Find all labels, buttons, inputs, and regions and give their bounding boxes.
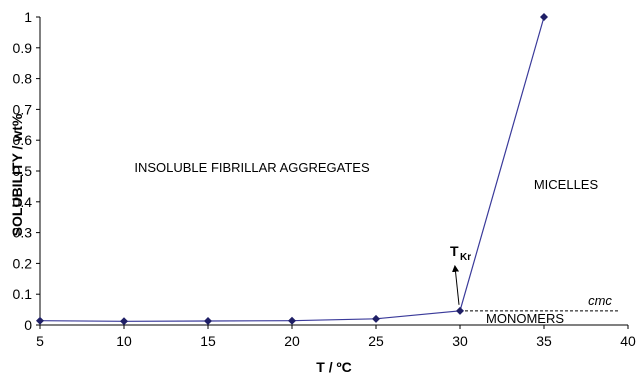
x-axis-title: T / ºC [316, 359, 351, 375]
y-tick-label: 0.1 [13, 286, 33, 302]
x-tick-label: 10 [116, 333, 132, 349]
x-axis-ticks: 5 10 15 20 25 30 35 40 [36, 325, 636, 349]
y-tick-label: 0 [24, 317, 32, 333]
x-tick-label: 20 [284, 333, 300, 349]
tkr-label-sub: Kr [460, 252, 471, 263]
x-tick-label: 30 [452, 333, 468, 349]
y-tick-label: 0.5 [13, 163, 33, 179]
data-point-marker [36, 316, 44, 325]
data-point-marker [456, 306, 464, 315]
data-point-marker [120, 317, 128, 326]
x-tick-label: 25 [368, 333, 384, 349]
y-axis-title: SOLUBILITY / wt% [9, 113, 25, 236]
data-point-marker [204, 316, 212, 325]
x-tick-label: 15 [200, 333, 216, 349]
tkr-label-main: T [450, 243, 459, 259]
region-label-insoluble: INSOLUBLE FIBRILLAR AGGREGATES [134, 160, 370, 175]
y-tick-label: 0.7 [13, 101, 33, 117]
region-label-monomers: MONOMERS [486, 311, 564, 326]
data-point-marker [288, 316, 296, 325]
y-tick-label: 0.8 [13, 71, 33, 87]
y-tick-label: 0.3 [13, 225, 33, 241]
x-tick-label: 5 [36, 333, 44, 349]
x-tick-label: 35 [536, 333, 552, 349]
y-tick-label: 0.6 [13, 132, 33, 148]
y-tick-label: 0.9 [13, 40, 33, 56]
x-tick-label: 40 [620, 333, 636, 349]
y-tick-label: 0.2 [13, 255, 33, 271]
data-point-marker [372, 314, 380, 323]
tkr-arrow [452, 264, 460, 305]
cmc-label: cmc [588, 293, 612, 308]
data-point-marker [540, 13, 548, 21]
y-tick-label: 1 [24, 9, 32, 25]
y-axis-ticks: 0 0.1 0.2 0.3 0.4 0.5 0.6 0.7 0.8 0.9 1 [13, 9, 40, 333]
region-label-micelles: MICELLES [534, 177, 599, 192]
series-markers [36, 13, 548, 326]
y-tick-label: 0.4 [13, 194, 33, 210]
